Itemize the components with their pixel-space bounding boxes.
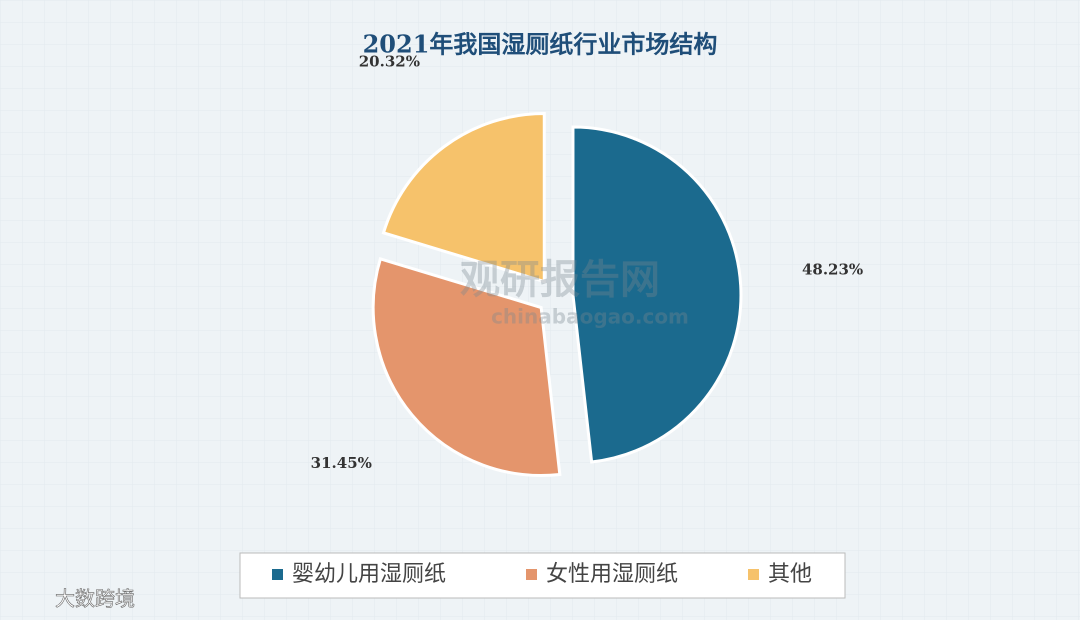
pie: 48.23% 31.45% 20.32% xyxy=(311,53,863,477)
pie-slice xyxy=(381,112,546,284)
legend-box xyxy=(239,552,846,599)
watermark: 观研报告网 xyxy=(460,257,660,303)
legend-swatch xyxy=(748,569,759,580)
legend: 婴幼儿用湿厕纸 女性用湿厕纸 其他 xyxy=(272,562,812,587)
legend-swatch xyxy=(526,569,537,580)
legend-label: 女性用湿厕纸 xyxy=(546,562,678,587)
watermark: 大数跨境 xyxy=(55,587,135,611)
legend-label: 婴幼儿用湿厕纸 xyxy=(292,562,446,587)
chart-title: 2021年我国湿厕纸行业市场结构 xyxy=(363,30,718,59)
data-label: 48.23% xyxy=(802,261,863,279)
watermark: chinabaogao.com xyxy=(491,305,689,329)
pie-slice xyxy=(371,256,562,477)
legend-label: 其他 xyxy=(768,562,812,587)
data-label: 31.45% xyxy=(311,454,372,472)
data-label: 20.32% xyxy=(359,53,420,71)
pie-slice xyxy=(571,125,743,464)
legend-swatch xyxy=(272,569,283,580)
